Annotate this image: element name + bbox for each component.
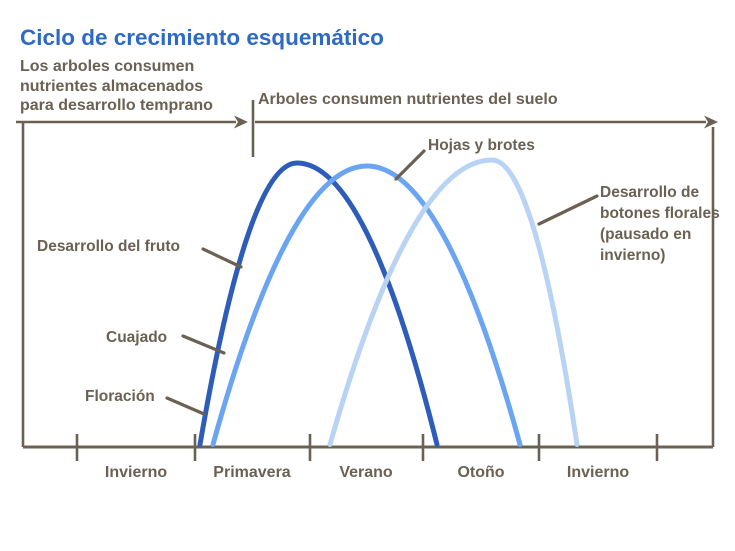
curve-series-2 [327, 157, 580, 447]
soil-nutrients-arrowhead-icon [704, 115, 718, 129]
season-label-otono: Otoño [457, 464, 505, 481]
annotation-pointer-line-3 [394, 149, 426, 181]
season-label-primavera: Primavera [213, 464, 291, 481]
label-floracion: Floración [85, 388, 155, 405]
season-label-invierno-2: Invierno [566, 464, 630, 481]
annotation-pointer-line-4 [537, 194, 599, 226]
label-hojas-y-brotes: Hojas y brotes [428, 137, 535, 154]
season-label-invierno-1: Invierno [104, 464, 168, 481]
stored-nutrients-note: Los arboles consumen nutrientes almacena… [20, 58, 213, 114]
curve-series-0 [197, 160, 440, 447]
season-label-verano: Verano [339, 464, 393, 481]
annotation-pointer-line-1 [181, 334, 226, 355]
annotation-pointer-line-0 [201, 247, 243, 269]
curve-series-1 [210, 163, 523, 447]
stored-nutrients-arrowhead-icon [234, 115, 248, 129]
label-desarrollo-del-fruto: Desarrollo del fruto [37, 238, 180, 255]
page-title: Ciclo de crecimiento esquemático [20, 25, 384, 50]
annotation-pointer-line-2 [165, 396, 206, 416]
label-botones-florales: Desarrollo de botones florales (pausado … [600, 184, 720, 264]
label-cuajado: Cuajado [106, 329, 168, 346]
soil-nutrients-arrow-label: Arboles consumen nutrientes del suelo [258, 91, 558, 108]
